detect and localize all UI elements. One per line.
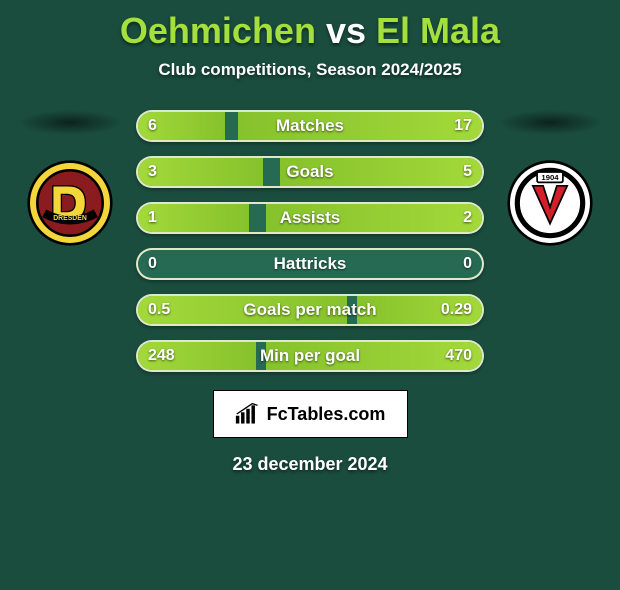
- right-shadow: [498, 110, 603, 135]
- bar-value-left: 0.5: [148, 301, 170, 319]
- bar-value-left: 248: [148, 347, 175, 365]
- fctables-icon: [235, 403, 261, 425]
- crest-viktoria: 1904: [507, 160, 593, 246]
- left-crest-column: DRESDEN: [10, 110, 130, 246]
- player2-name: El Mala: [376, 10, 500, 51]
- crest-dresden: DRESDEN: [27, 160, 113, 246]
- bar-label: Matches: [276, 116, 344, 136]
- stat-bar: 0 Hattricks 0: [136, 248, 484, 280]
- date: 23 december 2024: [0, 454, 620, 475]
- fctables-logo: FcTables.com: [213, 390, 408, 438]
- player1-name: Oehmichen: [120, 10, 316, 51]
- svg-text:1904: 1904: [541, 173, 559, 182]
- right-crest-column: 1904: [490, 110, 610, 246]
- bar-value-right: 0: [463, 255, 472, 273]
- fctables-text: FcTables.com: [267, 404, 386, 425]
- bar-value-left: 0: [148, 255, 157, 273]
- stat-bar: 0.5 Goals per match 0.29: [136, 294, 484, 326]
- stat-bar: 248 Min per goal 470: [136, 340, 484, 372]
- bar-label: Goals per match: [243, 300, 376, 320]
- page-title: Oehmichen vs El Mala: [0, 10, 620, 52]
- bar-label: Assists: [280, 208, 340, 228]
- bar-value-right: 17: [454, 117, 472, 135]
- stat-bar: 6 Matches 17: [136, 110, 484, 142]
- bar-label: Goals: [286, 162, 333, 182]
- bar-value-left: 6: [148, 117, 157, 135]
- bar-value-right: 0.29: [441, 301, 472, 319]
- stat-bar: 3 Goals 5: [136, 156, 484, 188]
- bar-value-right: 470: [445, 347, 472, 365]
- subtitle: Club competitions, Season 2024/2025: [0, 60, 620, 80]
- stat-bar: 1 Assists 2: [136, 202, 484, 234]
- bar-value-left: 3: [148, 163, 157, 181]
- bars-container: 6 Matches 17 3 Goals 5 1 Assists 2 0 Hattricks 0 0.5…: [130, 110, 490, 372]
- bar-label: Min per goal: [260, 346, 360, 366]
- bar-label: Hattricks: [274, 254, 347, 274]
- left-shadow: [18, 110, 123, 135]
- bar-value-right: 5: [463, 163, 472, 181]
- bar-value-right: 2: [463, 209, 472, 227]
- vs-text: vs: [326, 10, 366, 51]
- svg-text:DRESDEN: DRESDEN: [53, 215, 87, 222]
- bar-value-left: 1: [148, 209, 157, 227]
- content: DRESDEN 6 Matches 17 3 Goals 5 1 Assists 2 0 Hattr…: [0, 110, 620, 372]
- bar-fill-right: [238, 112, 482, 140]
